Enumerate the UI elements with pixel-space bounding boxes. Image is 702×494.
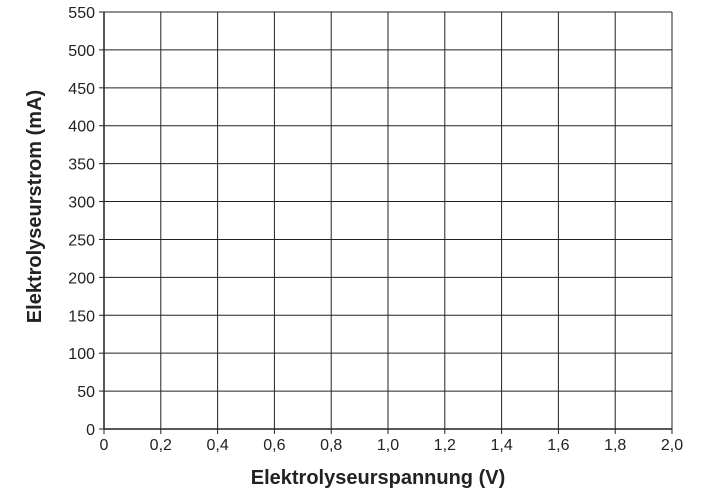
y-tick-label-6: 300	[68, 195, 95, 212]
y-tick-label-5: 250	[68, 232, 95, 249]
y-axis-title: Elektrolyseurstrom (mA)	[24, 90, 46, 323]
x-axis-title: Elektrolyseurspannung (V)	[251, 467, 506, 489]
x-tick-label-4: 0,8	[320, 437, 342, 454]
y-tick-label-11: 550	[68, 5, 95, 22]
x-tick-labels: 0 0,2 0,4 0,6 0,8 1,0 1,2 1,4 1,6 1,8 2,0	[100, 437, 684, 454]
grid	[103, 11, 673, 430]
x-tick-label-1: 0,2	[150, 437, 172, 454]
y-tick-label-8: 400	[68, 119, 95, 136]
x-tick-label-2: 0,4	[206, 437, 228, 454]
y-tick-label-3: 150	[68, 308, 95, 325]
y-tick-label-7: 350	[68, 157, 95, 174]
y-tick-label-0: 0	[86, 422, 95, 439]
x-tick-label-8: 1,6	[547, 437, 569, 454]
axes	[99, 11, 673, 434]
y-tick-label-10: 500	[68, 43, 95, 60]
y-tick-label-1: 50	[77, 384, 95, 401]
y-tick-label-2: 100	[68, 346, 95, 363]
x-tick-label-5: 1,0	[377, 437, 399, 454]
x-tick-label-3: 0,6	[263, 437, 285, 454]
y-tick-labels: 0 50 100 150 200 250 300 350 400 450 500 550	[68, 5, 95, 439]
x-tick-label-0: 0	[100, 437, 109, 454]
x-tick-label-10: 2,0	[661, 437, 683, 454]
y-tick-label-4: 200	[68, 270, 95, 287]
x-tick-label-9: 1,8	[604, 437, 626, 454]
x-tick-label-7: 1,4	[490, 437, 512, 454]
y-tick-label-9: 450	[68, 81, 95, 98]
x-tick-label-6: 1,2	[434, 437, 456, 454]
